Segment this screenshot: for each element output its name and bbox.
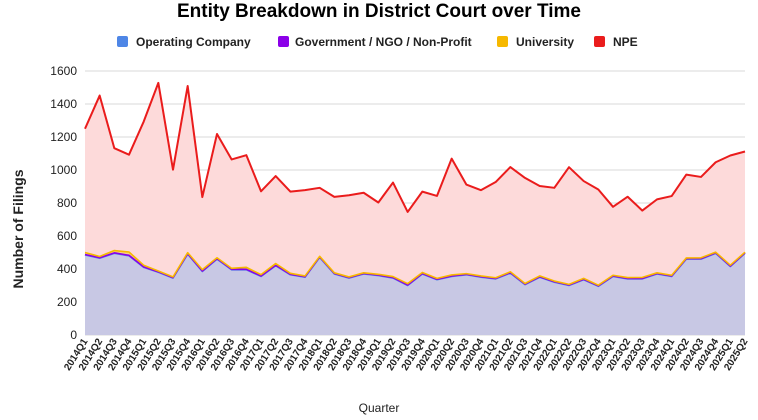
legend-item-government-ngo[interactable]: Government / NGO / Non-Profit <box>278 35 472 49</box>
legend-label-government-ngo: Government / NGO / Non-Profit <box>295 35 472 49</box>
line-university[interactable] <box>84 249 746 286</box>
legend-item-npe[interactable]: NPE <box>594 35 638 49</box>
y-axis-ticks: 0 200 400 600 800 1000 1200 1400 1600 <box>50 64 77 342</box>
line-npe[interactable] <box>84 81 746 213</box>
y-tick-label: 1400 <box>50 97 77 111</box>
x-axis-ticks: 2014Q12014Q22014Q32014Q42015Q12015Q22015… <box>62 336 750 372</box>
y-tick-label: 800 <box>57 196 77 210</box>
y-axis-title: Number of Filings <box>10 169 26 288</box>
legend-label-university: University <box>516 35 574 49</box>
legend-item-university[interactable]: University <box>497 35 574 49</box>
y-tick-label: 200 <box>57 295 77 309</box>
legend-label-operating-company: Operating Company <box>136 35 251 49</box>
series-lines <box>84 81 746 288</box>
chart-title: Entity Breakdown in District Court over … <box>177 1 581 22</box>
y-tick-label: 1200 <box>50 130 77 144</box>
area-operating-company <box>85 253 745 335</box>
x-axis-title: Quarter <box>359 401 400 415</box>
y-tick-label: 600 <box>57 229 77 243</box>
y-tick-label: 0 <box>70 328 77 342</box>
legend-item-operating-company[interactable]: Operating Company <box>117 35 251 49</box>
y-tick-label: 1600 <box>50 64 77 78</box>
legend: Operating Company Government / NGO / Non… <box>117 35 638 49</box>
legend-swatch-university <box>497 36 508 47</box>
y-tick-label: 400 <box>57 262 77 276</box>
y-tick-label: 1000 <box>50 163 77 177</box>
area-npe <box>85 82 745 286</box>
legend-swatch-government-ngo <box>278 36 289 47</box>
legend-swatch-operating-company <box>117 36 128 47</box>
legend-swatch-npe <box>594 36 605 47</box>
legend-label-npe: NPE <box>613 35 638 49</box>
